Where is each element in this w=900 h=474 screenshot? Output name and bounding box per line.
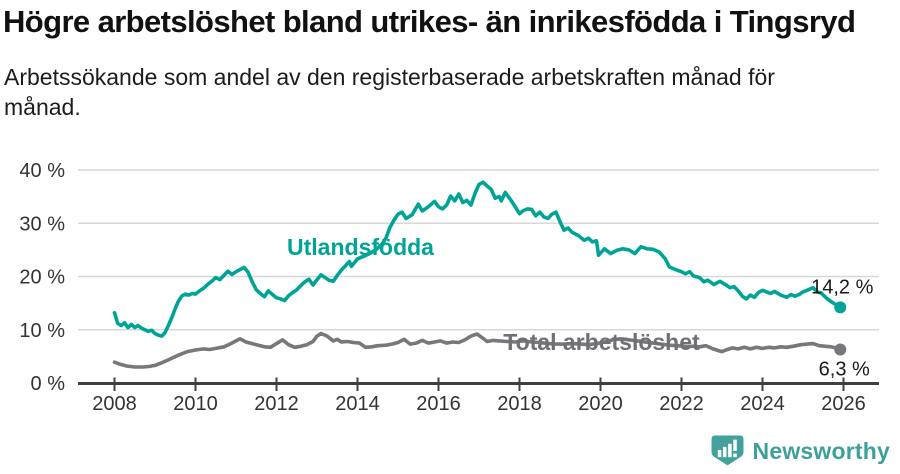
x-axis-label-2012: 2012 [254,393,299,415]
series-line-total-arbetsl-shet [112,331,843,369]
page-subtitle: Arbetssökande som andel av den registerb… [4,64,775,120]
series-label-utlandsf-dda: Utlandsfödda [287,234,434,260]
y-axis-label-10: 10 % [19,320,65,342]
series-line-utlandsf-dda [112,180,843,338]
x-axis-label-2022: 2022 [659,393,704,415]
series-end-value-total-arbetsl-shet: 6,3 % [819,358,870,380]
x-axis-label-2020: 2020 [578,393,623,415]
x-axis-label-2018: 2018 [497,393,542,415]
series-label-total-arbetsl-shet: Total arbetslöshet [503,329,700,355]
series-end-dot-total-arbetsl-shet [834,343,847,356]
x-axis-label-2014: 2014 [335,393,380,415]
x-axis-label-2024: 2024 [740,393,785,415]
x-axis-label-2010: 2010 [173,393,218,415]
x-axis-label-2016: 2016 [416,393,461,415]
y-axis-label-40: 40 % [19,160,65,182]
series-end-value-utlandsf-dda: 14,2 % [811,276,873,298]
y-axis-label-30: 30 % [19,213,65,235]
newsworthy-bar-chart-icon [711,435,743,466]
y-axis-label-20: 20 % [19,267,65,289]
x-axis-label-2026: 2026 [821,393,866,415]
page-title: Högre arbetslöshet bland utrikes- än inr… [3,4,856,39]
y-axis-label-0: 0 % [31,373,66,395]
series-end-dot-utlandsf-dda [834,301,847,314]
x-axis-label-2008: 2008 [92,393,137,415]
newsworthy-logo: Newsworthy [711,435,890,468]
newsworthy-logo-text: Newsworthy [752,438,890,464]
